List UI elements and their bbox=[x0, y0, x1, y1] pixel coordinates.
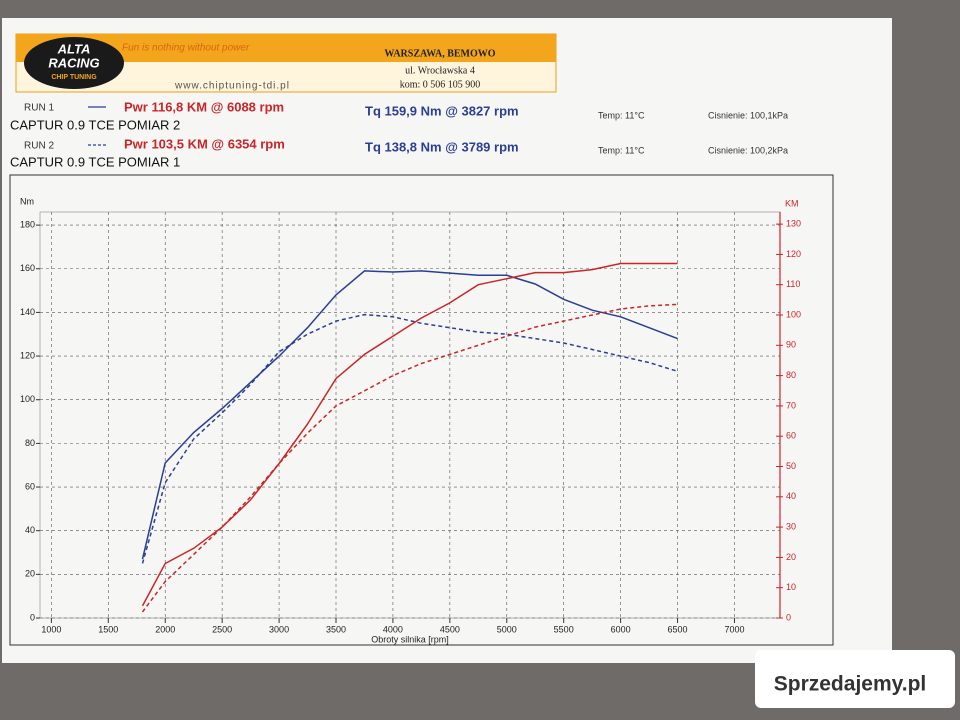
y2-tick-label: 50 bbox=[786, 461, 796, 471]
y2-tick-label: 130 bbox=[786, 218, 801, 228]
paper bbox=[2, 18, 892, 663]
y-tick-label: 20 bbox=[25, 569, 35, 579]
y-tick-label: 60 bbox=[25, 481, 35, 491]
y-axis-title: Nm bbox=[20, 196, 34, 206]
run-power: Pwr 103,5 KM @ 6354 rpm bbox=[124, 136, 285, 151]
y2-tick-label: 120 bbox=[786, 249, 801, 259]
y-tick-label: 180 bbox=[20, 219, 35, 229]
y-tick-label: 0 bbox=[30, 612, 35, 622]
y2-tick-label: 80 bbox=[786, 370, 796, 380]
run-torque: Tq 138,8 Nm @ 3789 rpm bbox=[365, 139, 519, 154]
logo-text: CHIP TUNING bbox=[51, 74, 97, 81]
series-line bbox=[141, 313, 678, 564]
y2-tick-label: 30 bbox=[786, 521, 796, 531]
y-tick-label: 100 bbox=[20, 394, 35, 404]
run-power: Pwr 116,8 KM @ 6088 rpm bbox=[124, 99, 284, 114]
run-pressure: Cisnienie: 100,2kPa bbox=[708, 145, 788, 155]
x-tick-label: 3000 bbox=[269, 624, 289, 634]
y2-tick-label: 100 bbox=[786, 309, 801, 319]
watermark: Sprzedajemy.pl bbox=[774, 673, 927, 696]
url: www.chiptuning-tdi.pl bbox=[174, 81, 290, 92]
y2-tick-label: 10 bbox=[786, 582, 796, 592]
y2-tick-label: 40 bbox=[786, 491, 796, 501]
address-line: WARSZAWA, BEMOWO bbox=[384, 48, 495, 59]
y2-tick-label: 0 bbox=[786, 612, 791, 622]
logo-badge bbox=[24, 37, 124, 89]
run-temperature: Temp: 11°C bbox=[598, 145, 645, 155]
y-tick-label: 140 bbox=[20, 307, 35, 317]
x-tick-label: 1000 bbox=[41, 624, 61, 634]
series-line bbox=[141, 270, 678, 560]
run-vehicle: CAPTUR 0.9 TCE POMIAR 2 bbox=[10, 117, 180, 132]
y2-tick-label: 110 bbox=[786, 279, 800, 289]
run-label: RUN 1 bbox=[24, 103, 54, 114]
run-vehicle: CAPTUR 0.9 TCE POMIAR 1 bbox=[10, 154, 180, 169]
x-tick-label: 1500 bbox=[98, 624, 118, 634]
x-tick-label: 7000 bbox=[724, 624, 744, 634]
logo-text: ALTA bbox=[57, 41, 91, 56]
x-tick-label: 6500 bbox=[668, 624, 688, 634]
x-tick-label: 2000 bbox=[155, 624, 175, 634]
x-tick-label: 4000 bbox=[383, 624, 403, 634]
y2-axis-title: KM bbox=[785, 198, 799, 208]
y-tick-label: 40 bbox=[25, 525, 35, 535]
y-tick-label: 80 bbox=[25, 438, 35, 448]
address-line: kom: 0 506 105 900 bbox=[400, 79, 481, 90]
run-label: RUN 2 bbox=[24, 141, 54, 152]
y2-tick-label: 90 bbox=[786, 340, 796, 350]
address-line: ul. Wrocławska 4 bbox=[405, 65, 475, 76]
watermark-box bbox=[755, 650, 955, 708]
x-tick-label: 5000 bbox=[497, 624, 517, 634]
x-axis-title: Obroty silnika [rpm] bbox=[371, 634, 449, 644]
x-tick-label: 6000 bbox=[611, 624, 631, 634]
y2-tick-label: 70 bbox=[786, 400, 796, 410]
y-tick-label: 120 bbox=[20, 350, 35, 360]
run-temperature: Temp: 11°C bbox=[598, 110, 645, 120]
run-torque: Tq 159,9 Nm @ 3827 rpm bbox=[365, 103, 519, 118]
x-tick-label: 3500 bbox=[326, 624, 346, 634]
logo-text: RACING bbox=[48, 55, 99, 70]
y-tick-label: 160 bbox=[20, 263, 35, 273]
chart: 1000 1500 2000 2500 3000 3500 4000 4500 5000 5500… bbox=[20, 196, 801, 644]
x-tick-label: 5500 bbox=[554, 624, 574, 634]
slogan: Fun is nothing without power bbox=[122, 43, 250, 54]
x-tick-label: 4500 bbox=[440, 624, 460, 634]
chart-frame bbox=[9, 174, 834, 646]
y2-tick-label: 20 bbox=[786, 552, 796, 562]
run-pressure: Cisnienie: 100,1kPa bbox=[708, 110, 788, 120]
series-line bbox=[141, 262, 678, 607]
x-tick-label: 2500 bbox=[212, 624, 232, 634]
y2-tick-label: 60 bbox=[786, 431, 796, 441]
